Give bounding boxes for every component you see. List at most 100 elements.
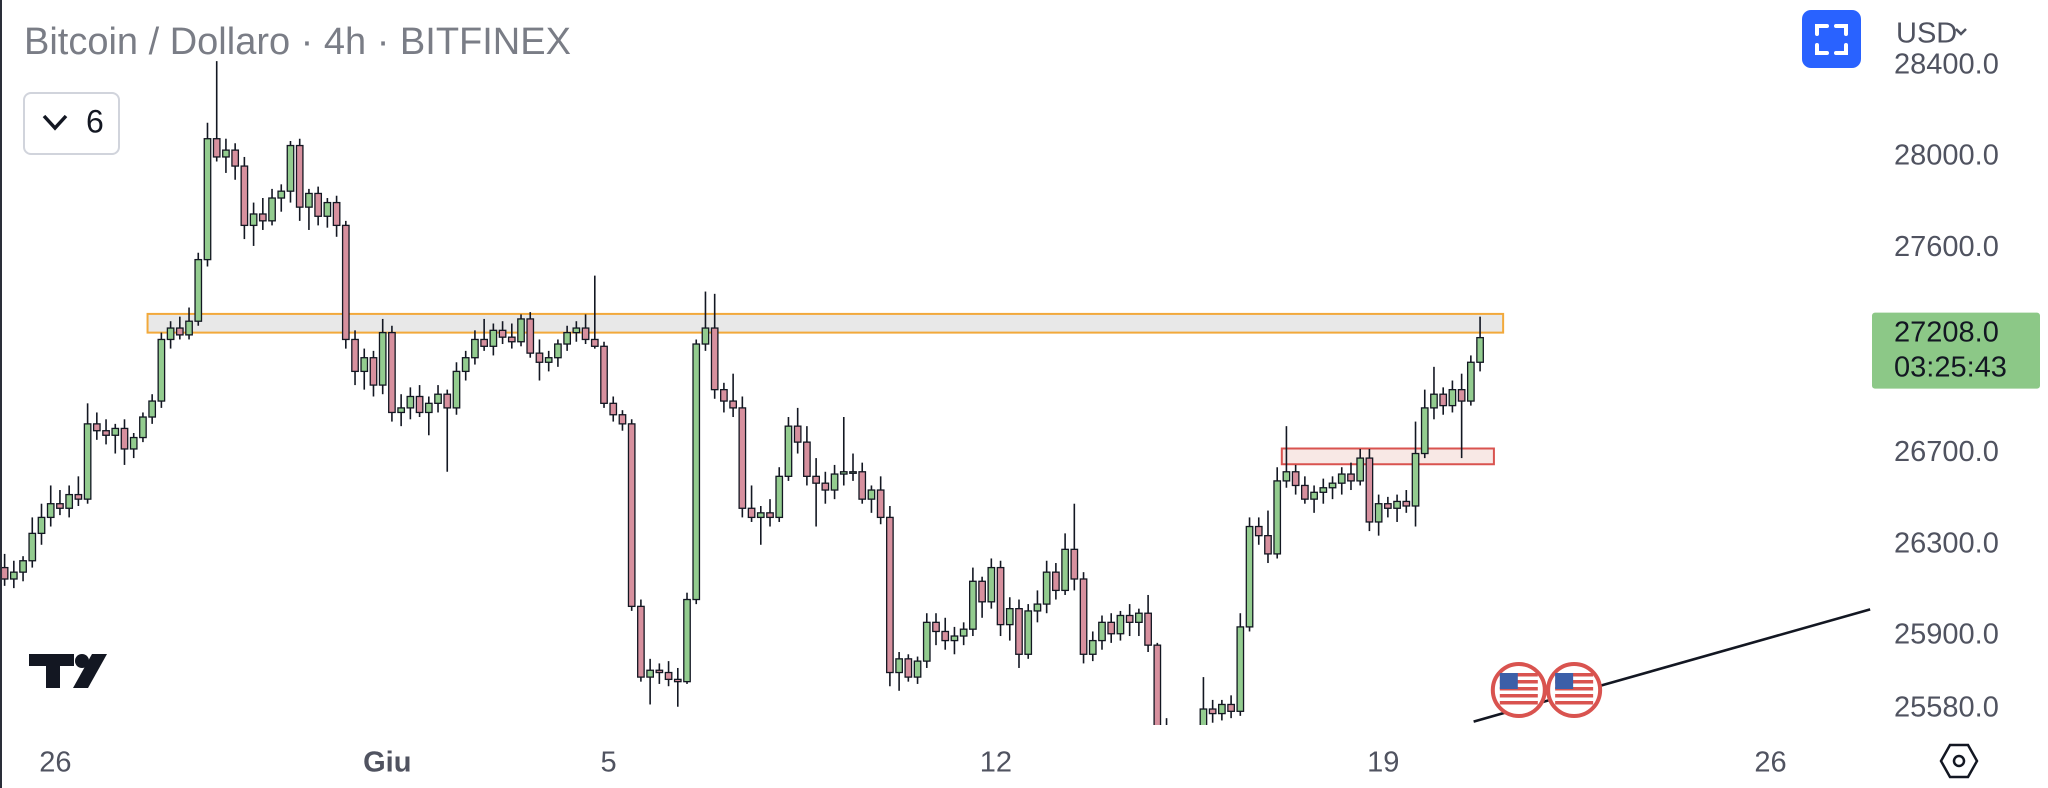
x-tick-label: 12 bbox=[980, 747, 1012, 779]
x-tick-label: 26 bbox=[39, 747, 71, 779]
candle-body bbox=[471, 338, 479, 359]
settings-icon[interactable] bbox=[1939, 743, 1979, 779]
candle-body bbox=[922, 621, 931, 662]
candle-body bbox=[1319, 487, 1328, 493]
candle-body bbox=[544, 357, 553, 363]
candle-body bbox=[37, 516, 46, 535]
candle-body bbox=[489, 329, 498, 347]
candle-body bbox=[609, 402, 618, 416]
candle-body bbox=[129, 436, 138, 450]
candle-body bbox=[369, 357, 378, 386]
currency-label[interactable]: USD bbox=[1896, 18, 1957, 50]
candle-body bbox=[1365, 457, 1374, 523]
candle-body bbox=[1116, 614, 1125, 635]
candle-body bbox=[526, 318, 535, 354]
chart-title: Bitcoin / Dollaro · 4h · BITFINEX bbox=[24, 21, 571, 63]
candle-body bbox=[341, 224, 350, 341]
candle-body bbox=[1070, 548, 1079, 580]
candle-body bbox=[720, 388, 728, 402]
candle-body bbox=[249, 213, 258, 227]
candle-body bbox=[858, 471, 867, 500]
flag-canton bbox=[1499, 673, 1518, 689]
candle-body bbox=[1448, 388, 1457, 407]
candle-body bbox=[507, 336, 516, 343]
candle-body bbox=[1088, 639, 1097, 655]
fullscreen-bg[interactable] bbox=[1802, 10, 1861, 68]
candle-body bbox=[1466, 361, 1475, 402]
candle-body bbox=[231, 149, 240, 167]
candle-body bbox=[1217, 703, 1226, 715]
candle-body bbox=[1264, 535, 1272, 555]
candle-body bbox=[286, 144, 295, 192]
flag-stripe bbox=[1499, 687, 1538, 691]
y-tick-label: 25900.0 bbox=[1894, 619, 1999, 651]
candle-body bbox=[360, 357, 369, 373]
logo-t bbox=[29, 654, 74, 688]
candle-body bbox=[637, 605, 645, 678]
candle-body bbox=[498, 329, 507, 338]
candle-body bbox=[1098, 621, 1106, 642]
candle-body bbox=[83, 423, 92, 500]
candle-body bbox=[517, 318, 525, 343]
candle-body bbox=[1144, 612, 1152, 646]
candle-body bbox=[701, 327, 710, 345]
candle-body bbox=[950, 635, 959, 642]
y-tick-label: 26300.0 bbox=[1894, 527, 1999, 559]
candle-body bbox=[277, 190, 286, 199]
y-tick-label: 27600.0 bbox=[1894, 231, 1999, 263]
candle-body bbox=[683, 598, 691, 683]
candle-body bbox=[28, 532, 37, 562]
candle-body bbox=[378, 331, 387, 386]
candle-body bbox=[756, 512, 765, 519]
candle-body bbox=[461, 357, 470, 373]
candle-body bbox=[673, 678, 682, 683]
candle-body bbox=[166, 327, 175, 341]
last-price-label: 27208.0 bbox=[1894, 316, 1999, 348]
candle-body bbox=[295, 144, 304, 208]
candle-body bbox=[1061, 548, 1069, 592]
candle-body bbox=[941, 630, 950, 642]
fullscreen-button[interactable] bbox=[1802, 10, 1861, 68]
candle-body bbox=[581, 327, 590, 341]
candle-body bbox=[1254, 525, 1263, 537]
candle-body bbox=[1227, 703, 1235, 712]
candle-body bbox=[895, 658, 903, 674]
candle-body bbox=[1457, 388, 1466, 402]
candle-body bbox=[120, 427, 129, 450]
flag-stripe bbox=[1499, 701, 1538, 705]
candle-body bbox=[830, 473, 839, 491]
candle-body bbox=[1310, 491, 1318, 500]
candle-body bbox=[305, 192, 313, 208]
candle-body bbox=[452, 370, 461, 409]
candle-body bbox=[812, 475, 820, 484]
flag-stripe bbox=[1555, 694, 1594, 698]
candle-body bbox=[1033, 603, 1042, 612]
flag-stripe bbox=[1499, 673, 1538, 677]
economic-event[interactable] bbox=[1490, 662, 1547, 718]
indicator-button[interactable] bbox=[23, 92, 120, 155]
candle-body bbox=[1439, 393, 1448, 407]
candle-body bbox=[258, 213, 267, 222]
candle-body bbox=[1402, 500, 1411, 507]
candle-body bbox=[1208, 708, 1217, 715]
indicator-count: 6 bbox=[86, 103, 104, 139]
candle-body bbox=[222, 149, 230, 158]
candle-body bbox=[563, 331, 572, 345]
candle-body bbox=[987, 566, 996, 603]
candle-body bbox=[1347, 473, 1355, 482]
settings-button[interactable] bbox=[1939, 743, 1979, 779]
candle-body bbox=[415, 395, 424, 414]
candle-body bbox=[148, 400, 157, 418]
indicator-toggle[interactable]: 6 bbox=[23, 92, 120, 155]
candle-body bbox=[92, 423, 101, 432]
candle-body bbox=[1015, 608, 1023, 655]
candle-body bbox=[996, 566, 1005, 626]
currency-selector[interactable]: USD bbox=[1896, 18, 1967, 50]
candle-body bbox=[1374, 503, 1383, 523]
candle-body bbox=[1476, 336, 1484, 363]
plot-area bbox=[0, 61, 1871, 725]
economic-event[interactable] bbox=[1546, 662, 1603, 718]
flag-canton bbox=[1555, 673, 1574, 689]
